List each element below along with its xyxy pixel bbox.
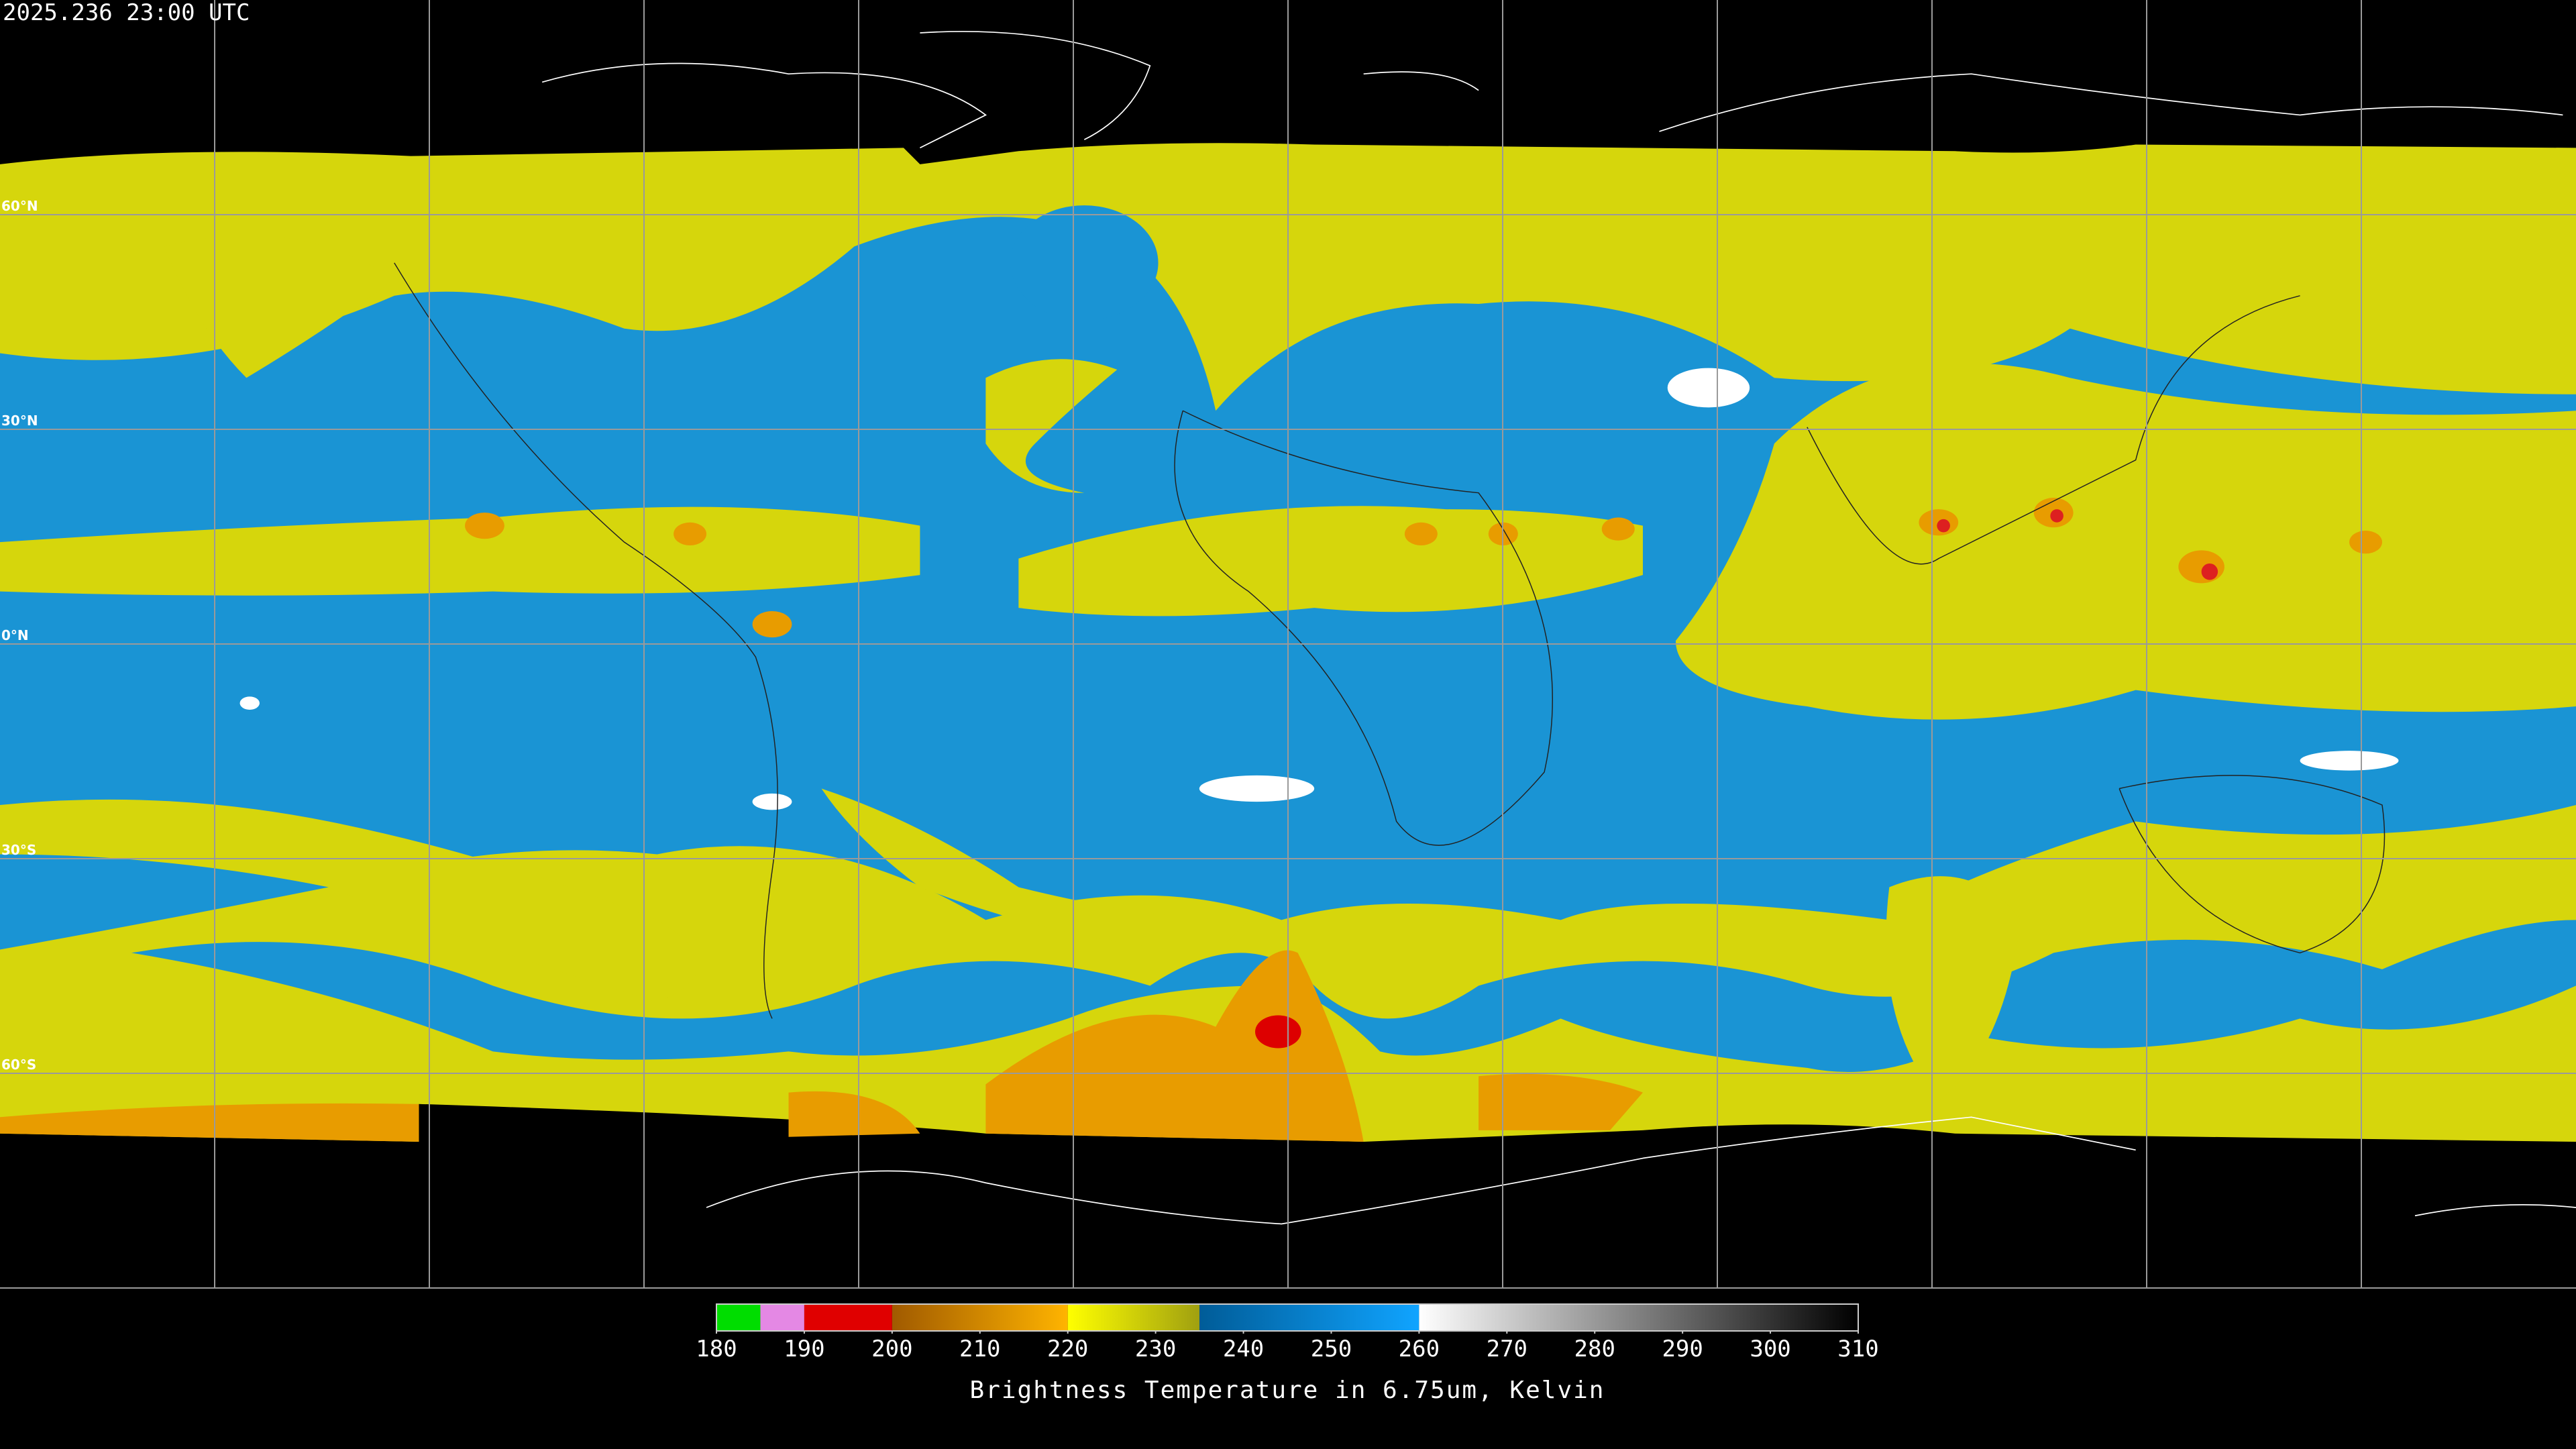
colorbar-tick-label: 300 [1750, 1336, 1790, 1362]
colorbar-tick-label: 270 [1487, 1336, 1527, 1362]
latitude-label: 30°S [1, 842, 36, 858]
colorbar-title: Brightness Temperature in 6.75um, Kelvin [970, 1377, 1605, 1404]
cold-cloud [0, 1074, 1643, 1142]
colorbar-segment [760, 1304, 804, 1331]
colorbar-tick-label: 190 [784, 1336, 824, 1362]
moist-band [1675, 363, 2576, 720]
colorbar-segment [804, 1304, 892, 1331]
deep-convection [1937, 509, 2218, 580]
colorbar-segment [892, 1304, 1068, 1331]
moist-band [1018, 506, 1643, 616]
latitude-label: 0°N [1, 627, 29, 643]
coastline [541, 31, 2576, 1225]
colorbar-tick-label: 240 [1223, 1336, 1264, 1362]
coldest-cloud [1255, 1015, 1301, 1049]
colorbar-tick-label: 290 [1662, 1336, 1703, 1362]
colorbar-tick-label: 180 [696, 1336, 737, 1362]
moist-band [1886, 876, 2021, 1101]
colorbar-tick-label: 200 [871, 1336, 912, 1362]
moist-band [164, 235, 394, 378]
latitude-label: 60°S [1, 1057, 36, 1073]
very-dry-spot [239, 368, 2399, 810]
timestamp: 2025.236 23:00 UTC [3, 0, 250, 26]
moist-band [0, 799, 698, 1002]
colorbar-tick-label: 220 [1047, 1336, 1088, 1362]
colorbar-tick-label: 260 [1399, 1336, 1440, 1362]
convection [465, 498, 2383, 638]
moist-band [985, 359, 1118, 493]
colorbar-tick-label: 250 [1311, 1336, 1352, 1362]
colorbar-tick-label: 280 [1574, 1336, 1615, 1362]
colorbar-tick-label: 230 [1135, 1336, 1176, 1362]
colorbar-tick-label: 210 [959, 1336, 1000, 1362]
colorbar-segment [1199, 1304, 1419, 1331]
colorbar-segment [716, 1304, 761, 1331]
dry-air [1010, 205, 1159, 321]
graticule: 60°N 30°N 0°N 30°S 60°S [0, 0, 2576, 1288]
moist-band [821, 788, 1249, 953]
coastline [394, 262, 2385, 1019]
latitude-label: 60°N [1, 198, 38, 214]
colorbar-segment [1419, 1304, 1858, 1331]
latitude-label: 30°N [1, 413, 38, 429]
cold-cloud [985, 950, 1364, 1142]
colorbar-tick-label: 310 [1837, 1336, 1878, 1362]
colorbar: 180 190 200 210 220 230 240 250 260 270 280 290 300 3… [696, 1303, 1879, 1362]
colorbar-frame [716, 1303, 1859, 1332]
colorbar-segment [1067, 1304, 1200, 1331]
